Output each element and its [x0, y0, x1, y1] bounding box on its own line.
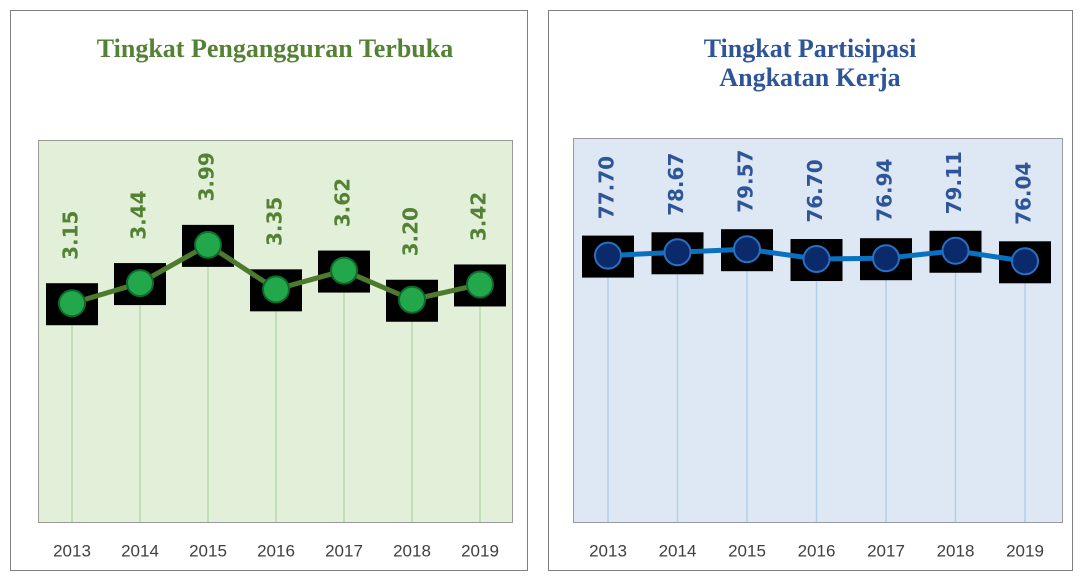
data-label: 3.15	[59, 211, 83, 260]
data-label: 79.57	[734, 150, 758, 213]
x-tick-label: 2018	[393, 541, 431, 560]
x-tick-label: 2013	[589, 541, 627, 560]
chart-title: Tingkat Pengangguran Terbuka	[96, 34, 454, 63]
x-tick-label: 2017	[325, 541, 363, 560]
data-label: 76.70	[803, 159, 827, 222]
marker	[872, 244, 900, 273]
marker	[466, 270, 494, 299]
x-tick-label: 2019	[461, 541, 499, 560]
data-label: 3.35	[263, 197, 287, 246]
marker	[58, 289, 86, 318]
x-tick-label: 2014	[121, 541, 159, 560]
marker	[594, 241, 622, 270]
plot-area	[573, 138, 1063, 523]
marker	[802, 245, 831, 274]
x-tick-label: 2015	[728, 541, 766, 560]
data-label: 78.67	[664, 153, 688, 216]
marker	[1011, 247, 1039, 276]
x-tick-label: 2017	[867, 541, 905, 560]
data-label: 3.20	[399, 207, 423, 256]
marker	[262, 275, 290, 304]
data-label: 77.70	[595, 156, 619, 219]
data-label: 76.94	[873, 159, 897, 222]
x-tick-label: 2015	[189, 541, 227, 560]
marker	[941, 236, 970, 265]
marker	[398, 285, 426, 314]
data-label: 3.44	[127, 190, 151, 239]
data-label: 79.11	[942, 151, 966, 214]
x-tick-label: 2018	[937, 541, 975, 560]
x-tick-label: 2014	[659, 541, 697, 560]
marker	[126, 269, 154, 298]
marker	[194, 230, 222, 259]
data-label: 3.99	[195, 152, 219, 201]
chart-title: Tingkat Partisipasi Angkatan Kerja	[703, 34, 917, 92]
x-tick-label: 2016	[798, 541, 836, 560]
x-tick-label: 2019	[1006, 541, 1044, 560]
marker	[733, 235, 761, 264]
x-tick-label: 2016	[257, 541, 295, 560]
x-tick-label: 2013	[53, 541, 91, 560]
data-label: 3.42	[467, 192, 491, 241]
data-label: 76.04	[1012, 162, 1036, 225]
data-label: 3.62	[331, 178, 355, 227]
marker	[330, 256, 358, 285]
marker	[663, 238, 692, 267]
